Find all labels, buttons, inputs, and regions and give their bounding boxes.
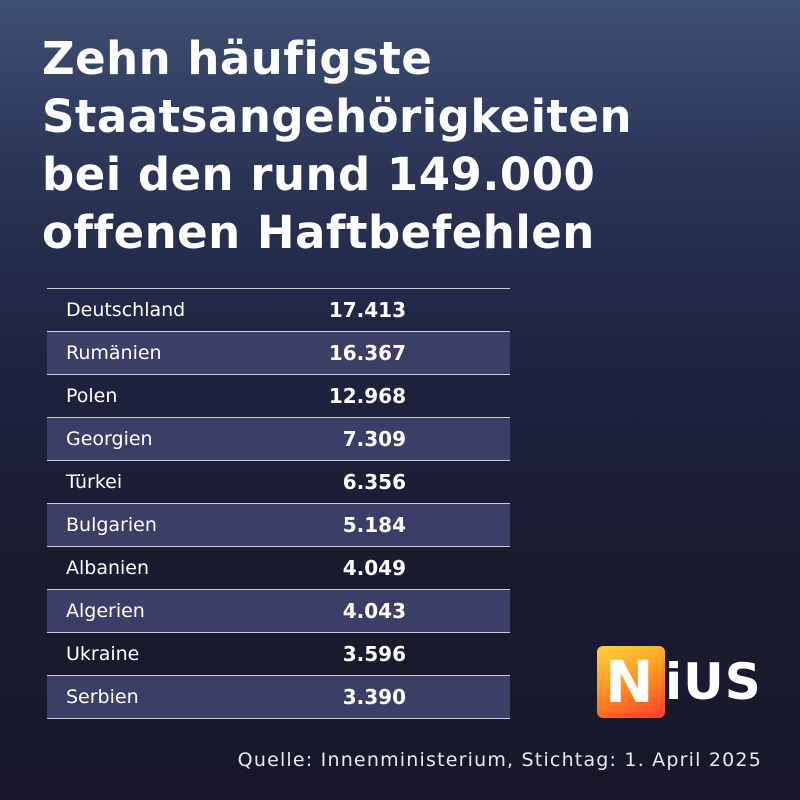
country-name: Bulgarien [66,514,157,536]
warrant-count: 3.596 [342,642,406,666]
country-name: Serbien [66,686,139,708]
table-row: Bulgarien 5.184 [47,504,510,547]
warrant-count: 5.184 [342,513,406,537]
country-name: Ukraine [66,643,140,665]
warrant-count: 16.367 [328,341,406,365]
source-note: Quelle: Innenministerium, Stichtag: 1. A… [237,749,762,771]
table-row: Algerien 4.043 [47,590,510,633]
table-row: Albanien 4.049 [47,547,510,590]
table-row: Serbien 3.390 [47,676,510,719]
warrant-count: 12.968 [328,384,406,408]
warrant-count: 7.309 [342,427,406,451]
logo-letter-n: N [605,648,654,716]
headline: Zehn häufigste Staatsangehörigkeiten bei… [42,30,782,262]
table-row: Türkei 6.356 [47,461,510,504]
table-row: Deutschland 17.413 [47,289,510,332]
warrant-count: 4.049 [342,556,406,580]
country-name: Georgien [66,428,153,450]
table-row: Georgien 7.309 [47,418,510,461]
country-name: Polen [66,385,118,407]
headline-line-4: offenen Haftbefehlen [42,206,595,259]
table-row: Polen 12.968 [47,375,510,418]
warrant-count: 4.043 [342,599,406,623]
country-name: Albanien [66,557,150,579]
warrant-count: 3.390 [342,685,406,709]
nationality-table: Deutschland 17.413 Rumänien 16.367 Polen… [47,288,510,719]
country-name: Algerien [66,600,145,622]
logo-badge: N [597,646,665,718]
table-row: Ukraine 3.596 [47,633,510,676]
nius-logo: N iUS [597,646,761,718]
headline-line-1: Zehn häufigste [42,32,433,85]
country-name: Deutschland [66,299,186,321]
logo-wordmark: iUS [665,653,762,711]
table-row: Rumänien 16.367 [47,332,510,375]
warrant-count: 17.413 [328,298,406,322]
warrant-count: 6.356 [342,470,406,494]
headline-line-2: Staatsangehörigkeiten [42,90,633,143]
headline-line-3: bei den rund 149.000 [42,148,596,201]
country-name: Rumänien [66,342,162,364]
country-name: Türkei [66,471,123,493]
